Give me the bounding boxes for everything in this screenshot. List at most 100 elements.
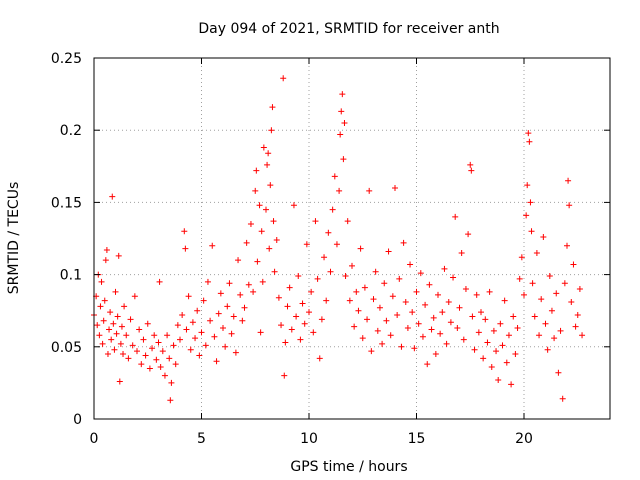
- data-point: [196, 352, 203, 359]
- data-points: [91, 75, 586, 404]
- data-point: [213, 358, 220, 365]
- data-point: [579, 332, 586, 339]
- data-point: [189, 319, 196, 326]
- data-point: [430, 314, 437, 321]
- y-tick-label: 0.2: [60, 123, 82, 139]
- data-point: [167, 397, 174, 404]
- data-point: [266, 245, 273, 252]
- data-point: [366, 187, 373, 194]
- data-point: [181, 228, 188, 235]
- y-axis-ticks: 0 0.05 0.1 0.15 0.2 0.25: [51, 51, 610, 428]
- data-point: [115, 252, 122, 259]
- data-point: [349, 262, 355, 269]
- data-point: [342, 273, 349, 280]
- data-point: [521, 291, 527, 298]
- data-point: [125, 355, 132, 362]
- data-point: [156, 278, 163, 285]
- data-point: [237, 291, 244, 298]
- x-tick-label: 20: [515, 431, 533, 447]
- data-point: [458, 249, 465, 256]
- data-point: [514, 325, 521, 332]
- data-point: [447, 319, 454, 326]
- data-point: [127, 316, 134, 323]
- data-point: [314, 275, 321, 282]
- data-point: [443, 340, 450, 347]
- data-point: [361, 284, 368, 291]
- data-point: [396, 275, 403, 282]
- data-point: [164, 332, 171, 339]
- data-point: [542, 320, 549, 327]
- data-point: [346, 297, 353, 304]
- data-point: [454, 325, 461, 332]
- data-point: [381, 280, 388, 287]
- data-point: [546, 273, 553, 280]
- data-point: [516, 275, 523, 282]
- data-point: [387, 332, 394, 339]
- data-point: [478, 309, 484, 316]
- chart-title: Day 094 of 2021, SRMTID for receiver ant…: [198, 21, 499, 37]
- data-point: [497, 320, 504, 327]
- data-point: [310, 329, 317, 336]
- data-point: [282, 339, 289, 346]
- data-point: [488, 364, 495, 371]
- data-point: [482, 316, 489, 323]
- data-point: [450, 274, 457, 281]
- data-point: [339, 91, 346, 98]
- data-point: [185, 293, 192, 300]
- data-point: [548, 307, 555, 314]
- data-point: [379, 340, 386, 347]
- data-point: [94, 322, 101, 329]
- data-point: [134, 348, 140, 355]
- plot-frame: [93, 57, 611, 420]
- data-point: [273, 236, 280, 243]
- data-point: [198, 329, 205, 336]
- data-point: [462, 286, 469, 293]
- data-point: [407, 261, 414, 268]
- data-point: [570, 261, 577, 268]
- data-point: [170, 342, 177, 349]
- data-point: [392, 184, 398, 191]
- data-point: [419, 333, 426, 340]
- x-tick-label: 15: [408, 431, 426, 447]
- data-point: [168, 379, 175, 386]
- data-point: [527, 199, 534, 206]
- data-point: [228, 330, 235, 337]
- data-point: [202, 342, 209, 349]
- data-point: [505, 332, 512, 339]
- data-point: [259, 278, 266, 285]
- data-point: [383, 317, 390, 324]
- data-point: [389, 293, 396, 300]
- data-point: [460, 336, 467, 343]
- data-point: [113, 330, 120, 337]
- data-point: [121, 303, 128, 310]
- data-point: [490, 327, 497, 334]
- data-point: [293, 313, 300, 320]
- data-point: [224, 303, 231, 310]
- data-point: [102, 257, 109, 264]
- data-point: [111, 346, 118, 353]
- data-point: [409, 309, 416, 316]
- data-point: [99, 340, 106, 347]
- data-point: [398, 343, 405, 350]
- data-point: [103, 247, 110, 254]
- data-point: [120, 351, 127, 358]
- data-point: [551, 335, 558, 342]
- data-point: [260, 144, 267, 151]
- data-point: [321, 254, 328, 261]
- data-point: [338, 108, 345, 115]
- data-point: [564, 242, 570, 249]
- data-point: [428, 326, 435, 333]
- data-point: [161, 372, 168, 379]
- data-point: [331, 173, 338, 180]
- data-point: [200, 297, 207, 304]
- data-point: [107, 309, 114, 316]
- data-point: [531, 313, 538, 320]
- data-point: [565, 177, 572, 184]
- data-point: [318, 316, 325, 323]
- y-tick-label: 0.15: [51, 195, 82, 211]
- data-point: [337, 131, 344, 138]
- data-point: [424, 361, 431, 368]
- data-point: [306, 309, 312, 316]
- data-point: [323, 297, 330, 304]
